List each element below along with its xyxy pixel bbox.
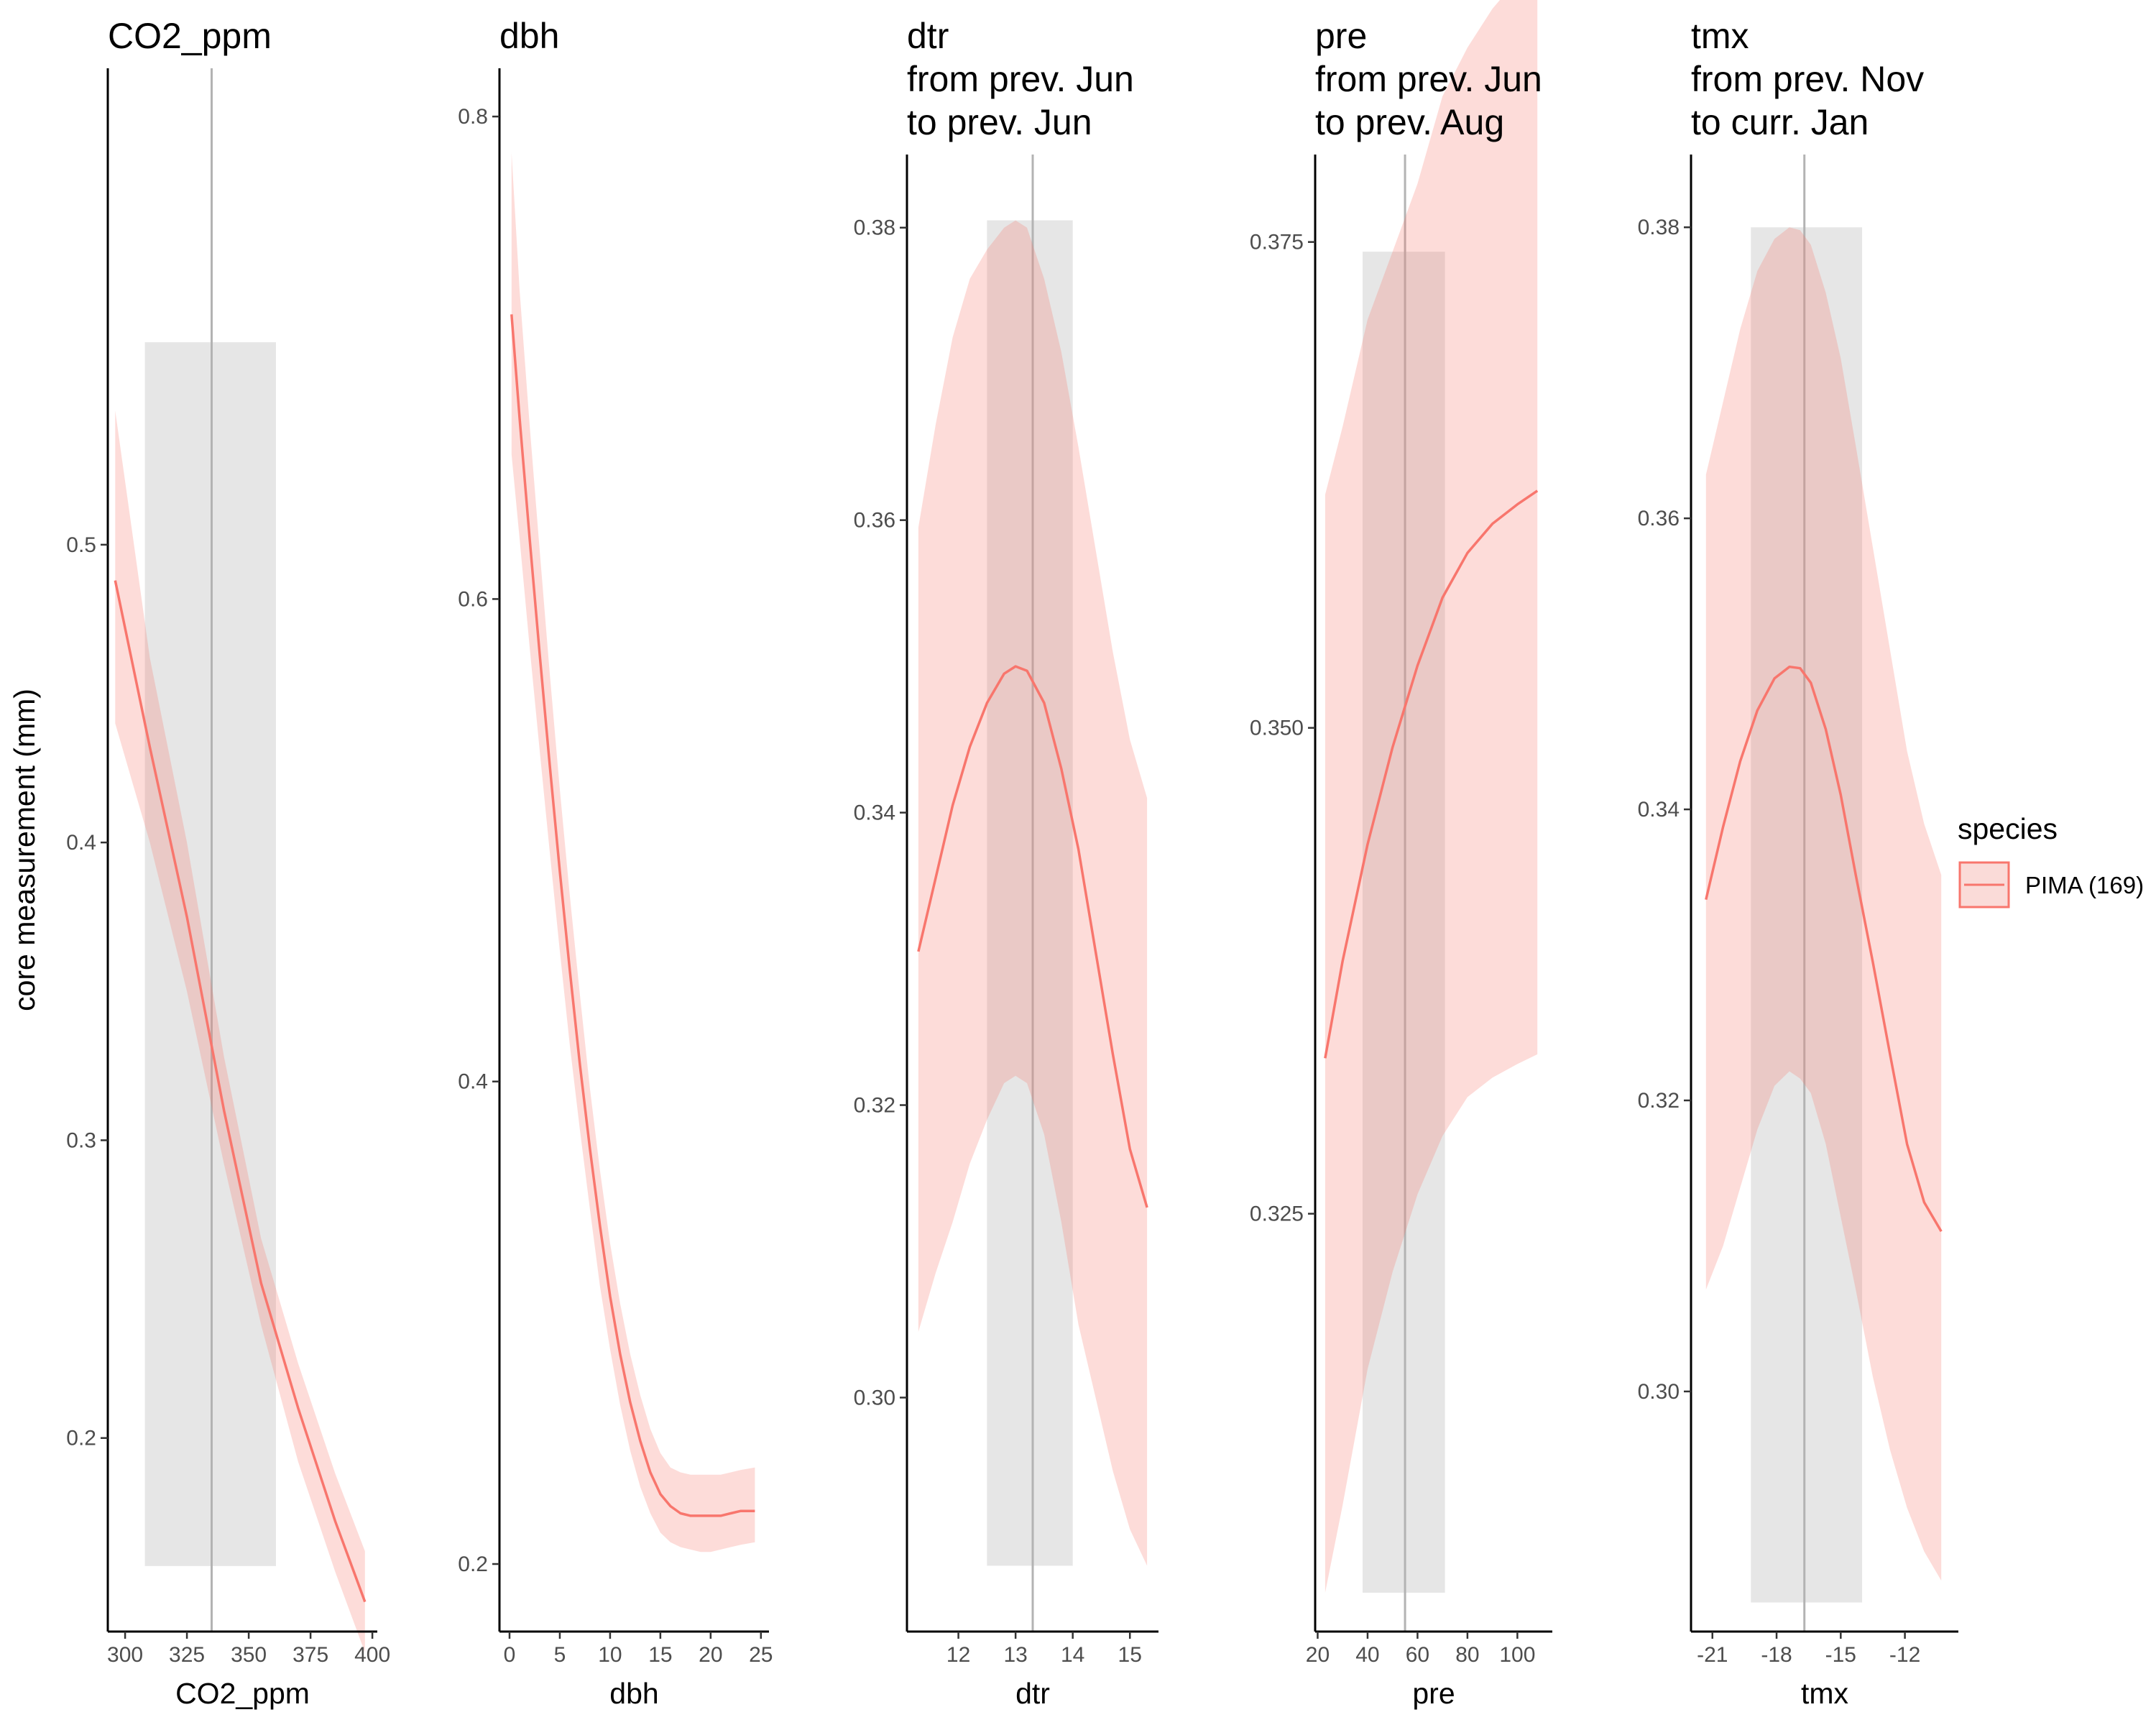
panel-title-line: pre — [1315, 16, 1367, 56]
x-tick-label: 20 — [1306, 1643, 1330, 1667]
highlight-region — [1363, 252, 1445, 1593]
x-tick-label: 12 — [946, 1643, 970, 1667]
confidence-band — [1325, 0, 1538, 1593]
x-tick-label: 60 — [1406, 1643, 1429, 1667]
panel-title-line: to prev. Jun — [907, 102, 1092, 142]
panel-title-line: tmx — [1691, 16, 1749, 56]
y-tick-label: 0.36 — [854, 509, 895, 533]
y-tick-label: 0.34 — [1638, 798, 1680, 822]
y-tick-label: 0.6 — [458, 587, 488, 611]
y-tick-label: 0.3 — [66, 1128, 96, 1152]
x-tick-label: 15 — [1118, 1643, 1142, 1667]
panel-title-line: from prev. Jun — [907, 59, 1134, 99]
x-tick-label: 100 — [1499, 1643, 1535, 1667]
legend-title: species — [1958, 812, 2058, 845]
confidence-band — [1705, 227, 1942, 1581]
highlight-region — [1751, 227, 1863, 1603]
x-tick-label: 325 — [169, 1643, 205, 1667]
x-tick-label: -15 — [1825, 1643, 1856, 1667]
panel-title-line: to curr. Jan — [1691, 102, 1869, 142]
confidence-band — [511, 152, 755, 1552]
panel-dbh: 0.2 0.4 0.6 0.8 0 5 10 15 20 25 dbh dbh — [458, 16, 773, 1710]
panel-tmx: 0.300.320.340.360.38-21 -18 -15 -12tmxtmxfr… — [1638, 16, 1958, 1710]
confidence-band — [115, 410, 365, 1652]
x-tick-label: 10 — [598, 1643, 622, 1667]
panel-title-line: dtr — [907, 16, 949, 56]
x-tick-label: 80 — [1455, 1643, 1479, 1667]
x-tick-label: -12 — [1889, 1643, 1920, 1667]
series-line — [1705, 665, 1943, 1233]
x-tick-label: 375 — [292, 1643, 328, 1667]
y-tick-label: 0.36 — [1638, 507, 1680, 530]
y-tick-label: 0.38 — [1638, 216, 1680, 239]
y-tick-label: 0.30 — [854, 1386, 895, 1409]
x-tick-label: 13 — [1003, 1643, 1027, 1667]
y-tick-label: 0.325 — [1250, 1202, 1304, 1226]
x-tick-label: 350 — [231, 1643, 267, 1667]
x-axis-label: pre — [1412, 1677, 1455, 1710]
x-tick-label: 20 — [699, 1643, 722, 1667]
legend-label: PIMA (169) — [2025, 872, 2144, 898]
x-axis-label: dbh — [609, 1677, 658, 1710]
x-tick-label: -21 — [1697, 1643, 1728, 1667]
series-line — [114, 580, 367, 1603]
confidence-band — [918, 220, 1148, 1566]
y-tick-label: 0.2 — [458, 1552, 488, 1576]
x-tick-label: -18 — [1761, 1643, 1792, 1667]
y-tick-label: 0.38 — [854, 216, 895, 240]
y-tick-label: 0.30 — [1638, 1380, 1680, 1404]
highlight-region — [987, 220, 1073, 1566]
highlight-region — [144, 342, 276, 1566]
x-tick-label: 0 — [504, 1643, 516, 1667]
x-tick-label: 5 — [554, 1643, 566, 1667]
panel-title-line: CO2_ppm — [108, 16, 272, 56]
panel-title-line: dbh — [499, 16, 559, 56]
x-axis-label: tmx — [1801, 1677, 1849, 1710]
y-tick-label: 0.5 — [66, 533, 96, 557]
panel-title-line: from prev. Nov — [1691, 59, 1924, 99]
series-line — [1324, 489, 1539, 1059]
x-tick-label: 300 — [107, 1643, 143, 1667]
series-line — [917, 665, 1148, 1208]
y-tick-label: 0.4 — [458, 1070, 488, 1094]
panel-co2: 0.2 0.3 0.4 0.5 300 325 350 375 400 CO2_ppm CO2_pp… — [66, 16, 390, 1710]
y-tick-label: 0.32 — [854, 1094, 895, 1118]
y-tick-label: 0.8 — [458, 105, 488, 129]
x-tick-label: 14 — [1061, 1643, 1084, 1667]
y-axis-label: core measurement (mm) — [8, 689, 41, 1011]
y-tick-label: 0.2 — [66, 1427, 96, 1450]
x-tick-label: 400 — [354, 1643, 390, 1667]
x-axis-label: CO2_ppm — [175, 1677, 310, 1710]
x-tick-label: 25 — [749, 1643, 773, 1667]
panel-title-line: to prev. Aug — [1315, 102, 1504, 142]
x-tick-label: 15 — [648, 1643, 672, 1667]
y-tick-label: 0.34 — [854, 801, 895, 825]
y-tick-label: 0.350 — [1250, 717, 1304, 740]
x-tick-label: 40 — [1355, 1643, 1379, 1667]
legend: species PIMA (169) — [1958, 812, 2144, 908]
y-tick-label: 0.32 — [1638, 1089, 1680, 1113]
x-axis-label: dtr — [1015, 1677, 1050, 1710]
y-tick-label: 0.4 — [66, 831, 96, 855]
y-tick-label: 0.375 — [1250, 231, 1304, 254]
panel-title-line: from prev. Jun — [1315, 59, 1542, 99]
series-line — [510, 314, 755, 1517]
